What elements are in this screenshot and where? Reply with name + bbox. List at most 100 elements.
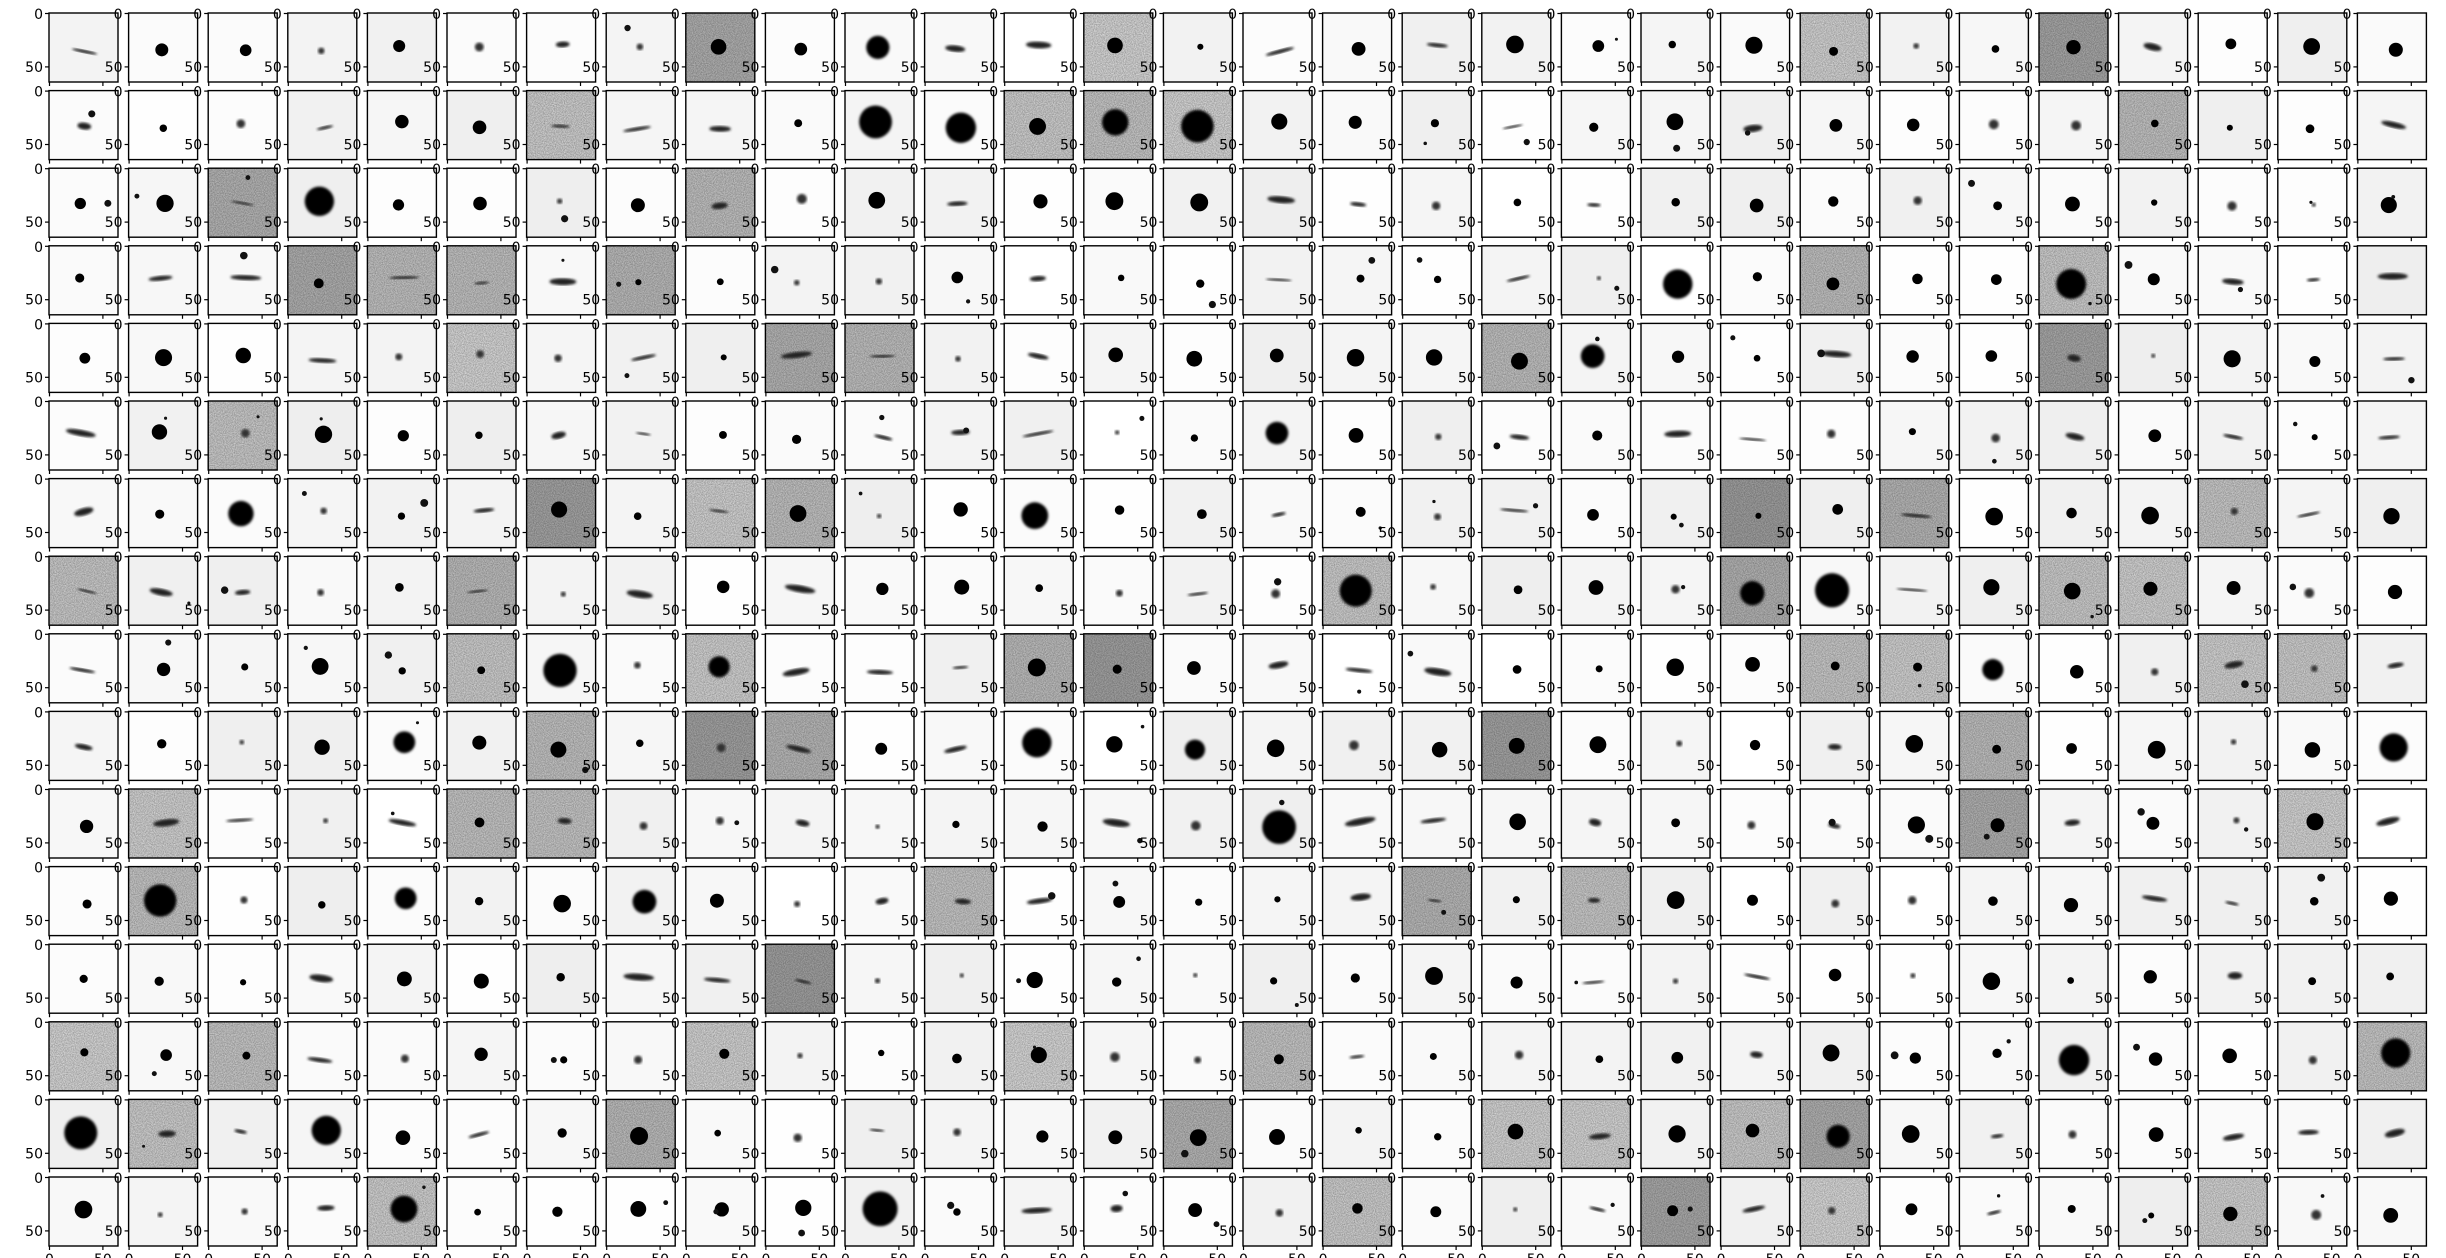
cutout-panel: 050 <box>1936 550 2030 630</box>
axes-frame <box>2197 400 2268 471</box>
y-tick-label: 0 <box>273 1171 282 1187</box>
cutout-panel: 050 <box>344 938 438 1018</box>
source-blob <box>639 822 648 830</box>
axes-frame <box>1719 400 1791 471</box>
source-blob <box>714 1129 722 1137</box>
cutout-panel: 050 <box>105 7 199 86</box>
axes-frame <box>2277 788 2348 859</box>
y-tick-label: 0 <box>114 783 123 799</box>
source-blob <box>947 201 968 207</box>
y-tick-label: 50 <box>1697 138 1715 154</box>
source-blob <box>1671 585 1680 594</box>
y-tick-label: 0 <box>591 317 600 333</box>
source-blob <box>1749 739 1761 751</box>
axes-frame <box>127 167 199 238</box>
cutout-panel: 050 <box>1219 85 1313 164</box>
y-tick-label: 0 <box>1148 1171 1157 1187</box>
axes-frame <box>1242 710 1313 782</box>
source-blob <box>1434 1133 1442 1141</box>
source-blob <box>1351 41 1366 56</box>
y-tick-label: 0 <box>273 473 282 489</box>
source-blob <box>2141 506 2159 525</box>
source-blob <box>82 899 92 909</box>
cutout-background <box>2118 1177 2188 1246</box>
x-tick-label: 0 <box>523 1252 532 1258</box>
secondary-source <box>1032 1045 1037 1049</box>
y-tick-label: 50 <box>1219 603 1237 619</box>
y-tick-label: 50 <box>742 1224 760 1240</box>
y-tick-label: 0 <box>910 395 919 411</box>
y-tick-label: 0 <box>910 162 919 178</box>
y-tick-label: 50 <box>2174 215 2192 231</box>
y-tick-label: 0 <box>512 240 521 256</box>
axes-frame <box>1958 89 2030 161</box>
axes-frame <box>764 633 836 704</box>
y-tick-label: 50 <box>980 215 998 231</box>
axes-frame <box>1719 89 1791 161</box>
y-tick-label: 0 <box>432 628 441 644</box>
y-tick-label: 50 <box>662 603 680 619</box>
y-tick-label: 0 <box>1626 1171 1635 1187</box>
cutout-panel: 050 <box>2174 705 2268 785</box>
cutout-panel: 050 <box>821 1016 915 1095</box>
y-tick-label: 50 <box>1060 293 1078 309</box>
cutout-noise <box>1720 478 1790 548</box>
y-tick-label: 50 <box>423 758 441 774</box>
y-tick-label: 50 <box>1140 681 1158 697</box>
cutout-panel: 050 <box>1219 705 1313 785</box>
y-tick-label: 0 <box>1148 162 1157 178</box>
y-tick-label: 50 <box>503 370 521 386</box>
y-tick-label: 50 <box>1617 1224 1635 1240</box>
source-blob <box>2067 354 2081 362</box>
cutout-background <box>1322 866 1392 936</box>
source-blob <box>1355 1127 1362 1134</box>
source-blob <box>2383 891 2398 906</box>
cutout-panel: 050 <box>1378 7 1472 86</box>
y-tick-label: 50 <box>1697 293 1715 309</box>
axes-frame <box>1481 167 1552 238</box>
axes-frame <box>2117 633 2189 704</box>
y-tick-label: 0 <box>1785 473 1794 489</box>
source-blob <box>1181 109 1214 143</box>
secondary-source <box>1968 179 1976 187</box>
source-blob <box>1512 896 1520 904</box>
y-tick-label: 0 <box>34 395 43 411</box>
secondary-source <box>2006 1039 2011 1044</box>
cutout-background <box>1561 1021 1631 1091</box>
y-tick-label: 50 <box>742 60 760 76</box>
y-tick-label: 50 <box>1617 370 1635 386</box>
y-tick-label: 50 <box>2334 991 2352 1007</box>
y-tick-label: 0 <box>114 395 123 411</box>
source-blob <box>1114 430 1120 435</box>
y-tick-label: 0 <box>671 783 680 799</box>
secondary-source <box>663 1200 669 1206</box>
cutout-panel: 050 <box>742 938 836 1018</box>
source-blob <box>316 125 334 131</box>
axes-frame <box>923 710 995 782</box>
axes-frame <box>1083 167 1154 238</box>
y-tick-label: 0 <box>1467 550 1476 566</box>
y-tick-label: 0 <box>830 783 839 799</box>
cutout-panel: 050 <box>1140 395 1234 474</box>
y-tick-label: 50 <box>821 836 839 852</box>
axes-frame <box>127 943 199 1014</box>
cutout-panel: 050 <box>901 317 995 397</box>
cutout-panel: 050 <box>1776 473 1870 552</box>
axes-frame <box>844 555 915 626</box>
axes-frame <box>287 1098 358 1170</box>
y-tick-label: 0 <box>352 938 361 954</box>
y-tick-label: 0 <box>2104 1016 2113 1032</box>
y-tick-label: 50 <box>184 914 202 930</box>
source-blob <box>793 279 800 286</box>
y-tick-label: 50 <box>582 914 600 930</box>
y-tick-label: 0 <box>2024 1093 2033 1109</box>
y-tick-label: 50 <box>1538 448 1556 464</box>
axes-frame <box>923 633 995 704</box>
source-blob <box>473 196 487 211</box>
source-blob <box>2151 199 2158 206</box>
axes-frame <box>605 1098 676 1170</box>
source-blob <box>1595 1055 1604 1064</box>
y-tick-label: 0 <box>193 1171 202 1187</box>
